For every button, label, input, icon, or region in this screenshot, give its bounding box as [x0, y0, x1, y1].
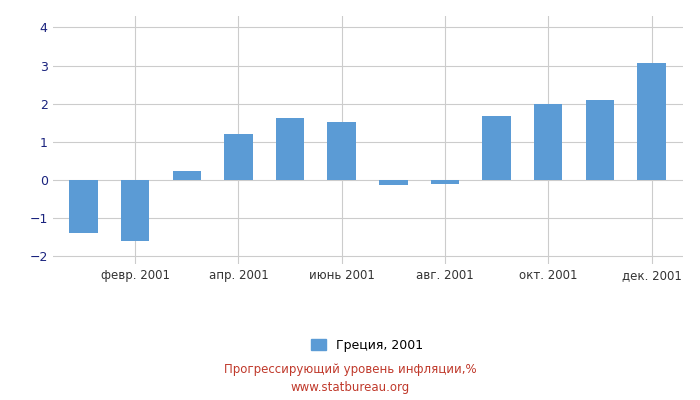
Text: www.statbureau.org: www.statbureau.org: [290, 382, 410, 394]
Bar: [534, 104, 562, 180]
Bar: [121, 180, 149, 241]
Bar: [586, 100, 614, 180]
Bar: [69, 180, 98, 234]
Bar: [482, 116, 511, 180]
Bar: [276, 118, 304, 180]
Bar: [379, 180, 407, 185]
Bar: [430, 180, 459, 184]
Legend: Греция, 2001: Греция, 2001: [312, 339, 424, 352]
Bar: [328, 122, 356, 180]
Text: Прогрессирующий уровень инфляции,%: Прогрессирующий уровень инфляции,%: [224, 364, 476, 376]
Bar: [637, 63, 666, 180]
Bar: [224, 134, 253, 180]
Bar: [173, 170, 201, 180]
